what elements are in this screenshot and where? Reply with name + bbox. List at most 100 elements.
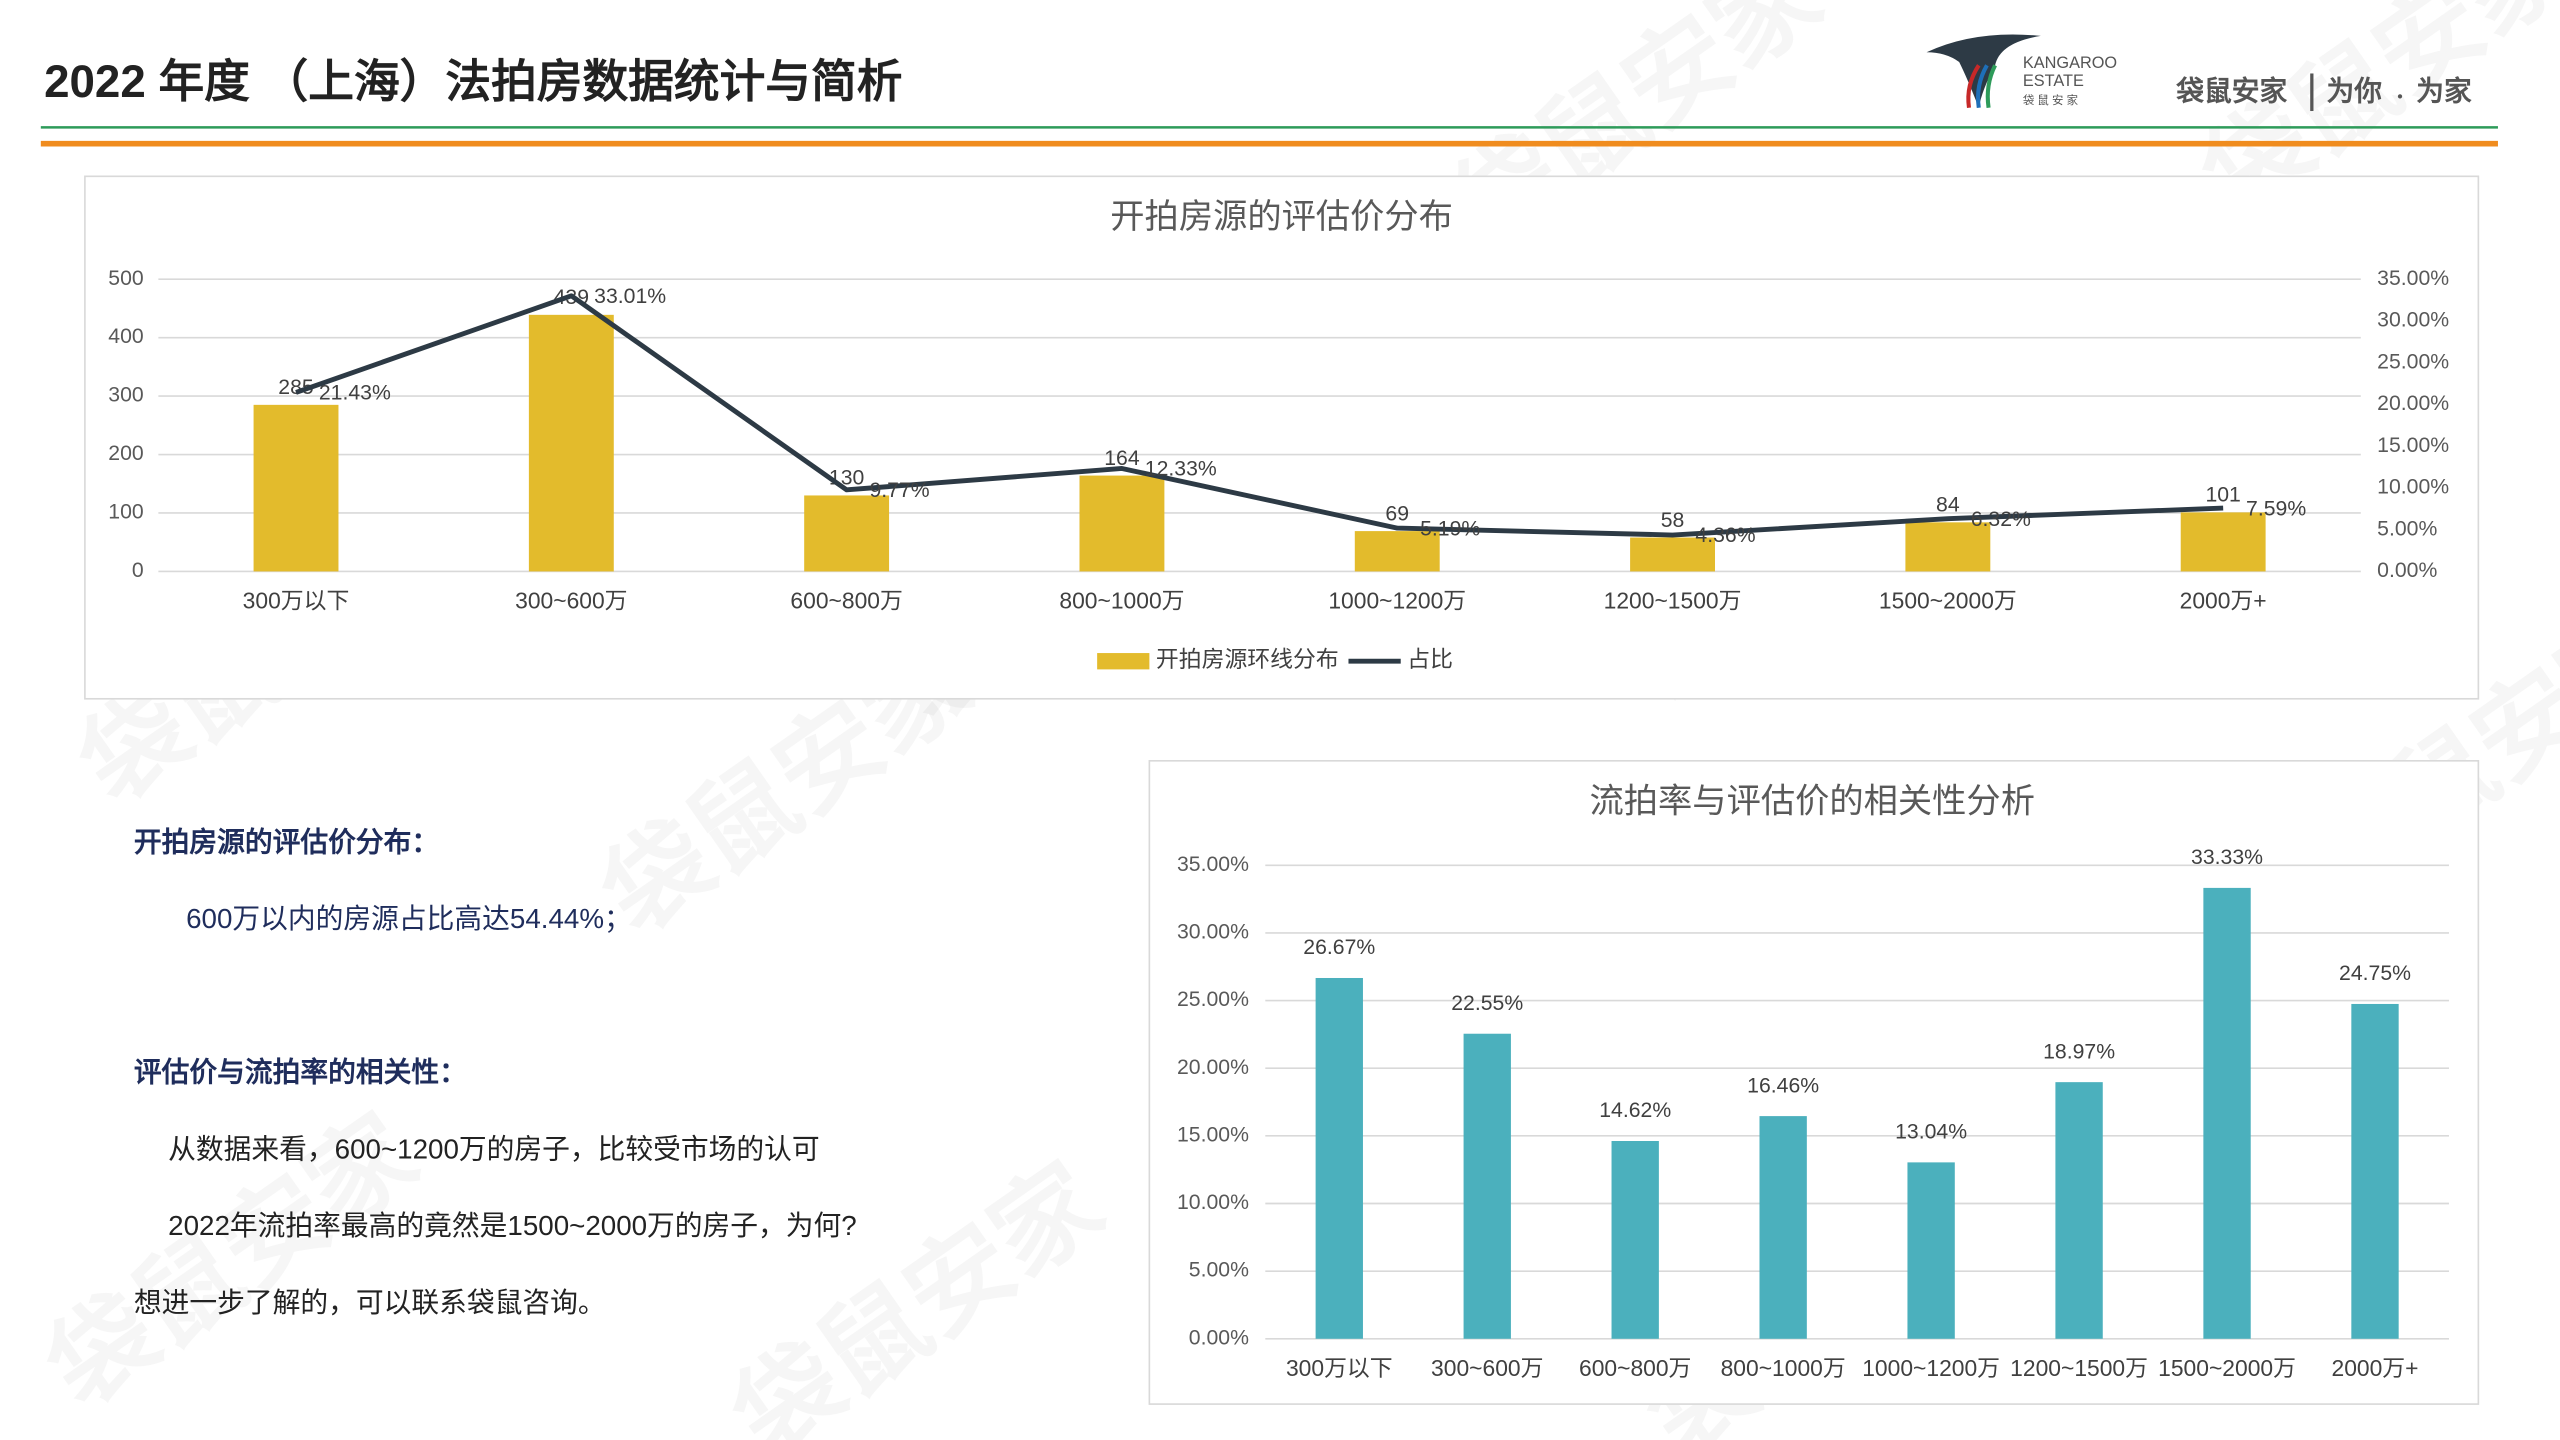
y2-tick-label: 10.00% — [2377, 476, 2449, 499]
bar — [2351, 1003, 2399, 1339]
data-label: 285 — [278, 376, 313, 399]
y2-tick-label: 30.00% — [2377, 309, 2449, 332]
y-tick-label: 5.00% — [1189, 1259, 1249, 1282]
bar — [1079, 475, 1165, 572]
logo — [1926, 34, 2041, 109]
data-label: 69 — [1385, 502, 1409, 525]
bar — [528, 314, 614, 572]
data-label: 21.43% — [319, 382, 391, 405]
x-tick-label: 1200~1500万 — [2010, 1355, 2148, 1381]
legend-label: 占比 — [1407, 646, 1453, 672]
note-heading: 评估价与流拍率的相关性： — [134, 1057, 467, 1088]
x-tick-label: 800~1000万 — [1721, 1355, 1846, 1381]
y2-tick-label: 20.00% — [2377, 392, 2449, 415]
x-tick-label: 1500~2000万 — [2158, 1355, 2296, 1381]
data-label: 16.46% — [1747, 1074, 1819, 1097]
brand-en: ESTATE — [2023, 72, 2084, 90]
line — [295, 293, 2224, 538]
bar — [253, 404, 339, 572]
data-label: 6.32% — [1971, 508, 2031, 531]
data-label: 13.04% — [1895, 1121, 1967, 1144]
note-text: 600万以内的房源占比高达54.44%； — [186, 903, 632, 934]
bar — [1354, 531, 1440, 572]
y-tick-label: 35.00% — [1177, 853, 1249, 876]
slogan: 为家 — [2416, 75, 2472, 106]
y-tick-label: 200 — [108, 442, 143, 465]
y-tick-label: 10.00% — [1177, 1191, 1249, 1214]
x-tick-label: 2000万+ — [2180, 587, 2267, 613]
x-tick-label: 1000~1200万 — [1328, 587, 1466, 613]
x-tick-label: 300~600万 — [1431, 1355, 1543, 1381]
chart-frame — [84, 175, 2480, 700]
y-tick-label: 300 — [108, 384, 143, 407]
x-tick-label: 300~600万 — [515, 587, 627, 613]
x-tick-label: 800~1000万 — [1059, 587, 1184, 613]
bar — [804, 495, 890, 572]
data-label: 26.67% — [1303, 936, 1375, 959]
slogan-dot — [2397, 94, 2403, 99]
bar — [1611, 1141, 1659, 1339]
data-label: 5.19% — [1420, 517, 1480, 540]
x-tick-label: 300万以下 — [1286, 1355, 1393, 1381]
x-tick-label: 600~800万 — [790, 587, 902, 613]
y-tick-label: 25.00% — [1177, 988, 1249, 1011]
note-text: 从数据来看，600~1200万的房子，比较受市场的认可 — [168, 1133, 819, 1164]
x-tick-label: 1000~1200万 — [1862, 1355, 2000, 1381]
data-label: 9.77% — [869, 479, 929, 502]
x-tick-label: 1500~2000万 — [1879, 587, 2017, 613]
data-label: 33.01% — [594, 285, 666, 308]
y-tick-label: 100 — [108, 501, 143, 524]
chart: 流拍率与评估价的相关性分析 0.00% 5.00% 10.00% 15.00% 20.00… — [1177, 782, 2449, 1381]
legend-swatch — [1097, 653, 1150, 670]
y-tick-label: 15.00% — [1177, 1123, 1249, 1146]
y2-tick-label: 25.00% — [2377, 350, 2449, 373]
brand-cn: 袋 鼠 安 家 — [2023, 93, 2079, 107]
data-label: 101 — [2205, 484, 2240, 507]
data-label: 33.33% — [2191, 846, 2263, 869]
y-tick-label: 500 — [108, 267, 143, 290]
note-text: 想进一步了解的，可以联系袋鼠咨询。 — [134, 1287, 606, 1318]
y2-tick-label: 0.00% — [2377, 559, 2437, 582]
note-text: 2022年流拍率最高的竟然是1500~2000万的房子，为何? — [168, 1210, 857, 1241]
x-tick-label: 600~800万 — [1579, 1355, 1691, 1381]
bar — [1907, 1162, 1955, 1339]
chart: 开拍房源的评估价分布 0 100 200 300 400 500 0.00% 5.00% 10.0… — [108, 198, 2449, 672]
y2-tick-label: 15.00% — [2377, 434, 2449, 457]
y-tick-label: 0 — [132, 559, 144, 582]
bar — [2055, 1082, 2103, 1339]
note-heading: 开拍房源的评估价分布： — [134, 826, 439, 857]
brand-en: KANGAROO — [2023, 54, 2117, 72]
y-tick-label: 0.00% — [1189, 1326, 1249, 1349]
bar — [1315, 977, 1363, 1339]
page-title: 2022 年度 （上海）法拍房数据统计与简析 — [44, 56, 902, 107]
data-label: 4.36% — [1695, 524, 1755, 547]
data-label: 24.75% — [2339, 962, 2411, 985]
data-label: 18.97% — [2043, 1040, 2115, 1063]
data-label: 22.55% — [1451, 992, 1523, 1015]
x-tick-label: 300万以下 — [243, 587, 350, 613]
bar — [1905, 522, 1991, 572]
data-label: 14.62% — [1599, 1099, 1671, 1122]
data-label: 164 — [1104, 447, 1140, 470]
data-label: 58 — [1661, 509, 1685, 532]
bar — [2203, 887, 2251, 1339]
x-tick-label: 1200~1500万 — [1604, 587, 1742, 613]
bar — [1630, 537, 1715, 572]
data-label: 7.59% — [2246, 497, 2306, 520]
chart-title: 流拍率与评估价的相关性分析 — [1590, 782, 2035, 820]
bar — [2180, 512, 2266, 572]
data-label: 84 — [1936, 494, 1960, 517]
bar — [1463, 1033, 1511, 1339]
y-tick-label: 400 — [108, 325, 143, 348]
chart-frame — [1148, 760, 2480, 1405]
bar — [1759, 1116, 1807, 1339]
legend-label: 开拍房源环线分布 — [1156, 646, 1339, 672]
y-tick-label: 30.00% — [1177, 921, 1249, 944]
y2-tick-label: 5.00% — [2377, 517, 2437, 540]
slogan: 为你 — [2327, 75, 2383, 106]
x-tick-label: 2000万+ — [2331, 1355, 2418, 1381]
chart-title: 开拍房源的评估价分布 — [1110, 198, 1453, 236]
y2-tick-label: 35.00% — [2377, 267, 2449, 290]
